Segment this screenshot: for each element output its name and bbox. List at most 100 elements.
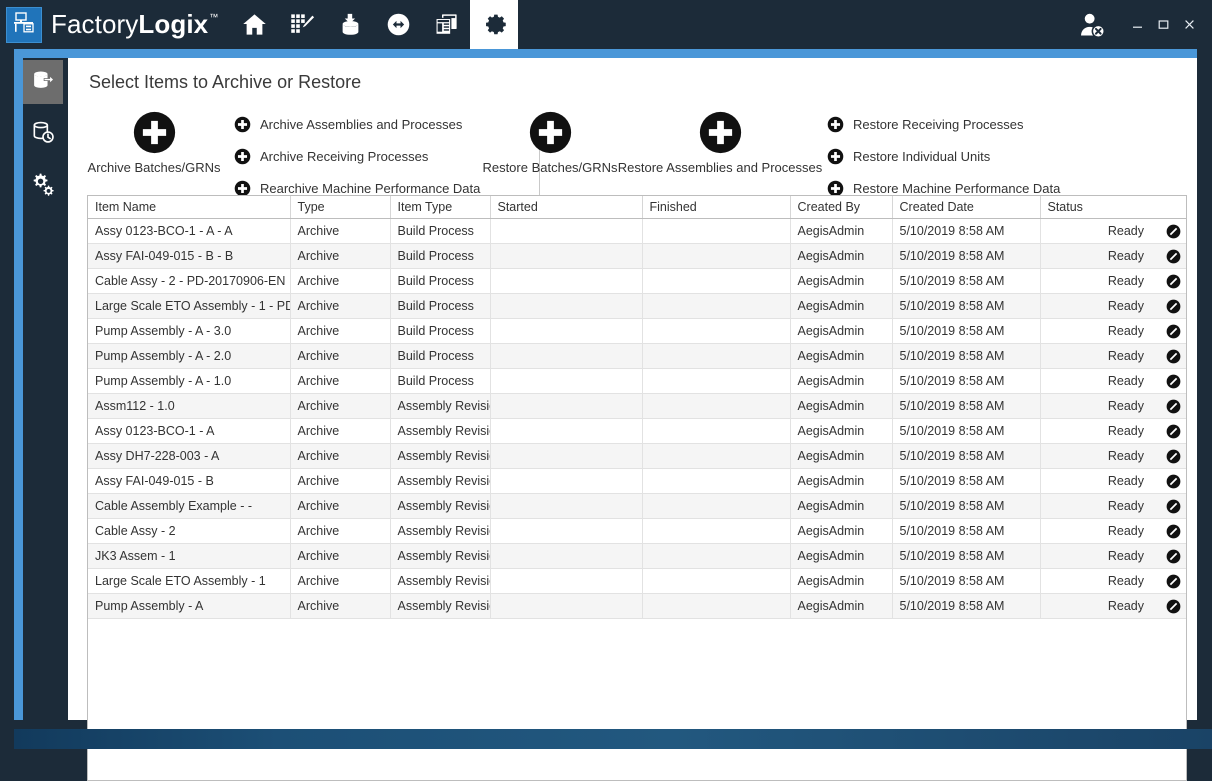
cancel-icon[interactable] (1166, 399, 1181, 414)
item-type-cell: Build Process (390, 293, 491, 319)
cancel-icon[interactable] (1166, 249, 1181, 264)
nav-home[interactable] (230, 0, 278, 49)
created-date-cell: 5/10/2019 8:58 AM (892, 293, 1041, 319)
sidebar-item-settings[interactable] (23, 164, 63, 208)
nav-logistics[interactable] (374, 0, 422, 49)
table-row[interactable]: Large Scale ETO Assembly - 1 Archive Assem… (88, 568, 1186, 594)
column-header-type[interactable]: Type (290, 196, 391, 219)
table-row[interactable]: Assy FAI-049-015 - B - B Archive Build Pro… (88, 243, 1186, 269)
maximize-button[interactable] (1150, 10, 1176, 40)
archive-receiving-processes-link[interactable]: Archive Receiving Processes (234, 140, 480, 172)
cancel-icon[interactable] (1166, 599, 1181, 614)
started-cell (490, 518, 643, 544)
restore-individual-units-link[interactable]: Restore Individual Units (827, 140, 1060, 172)
cancel-icon[interactable] (1166, 374, 1181, 389)
table-row[interactable]: Assy DH7-228-003 - A Archive Assembly Revi… (88, 443, 1186, 469)
nav-design[interactable] (278, 0, 326, 49)
item-type-cell: Assembly Revision (390, 518, 491, 544)
item-name-cell: Large Scale ETO Assembly - 1 (88, 568, 291, 594)
item-name-cell: Pump Assembly - A - 1.0 (88, 368, 291, 394)
created-by-cell: AegisAdmin (790, 293, 893, 319)
started-cell (490, 493, 643, 519)
created-by-cell: AegisAdmin (790, 343, 893, 369)
created-date-cell: 5/10/2019 8:58 AM (892, 593, 1041, 619)
started-cell (490, 243, 643, 269)
cancel-icon[interactable] (1166, 549, 1181, 564)
created-by-cell: AegisAdmin (790, 268, 893, 294)
cancel-icon[interactable] (1166, 274, 1181, 289)
database-import-icon (337, 11, 364, 38)
column-header-started[interactable]: Started (490, 196, 643, 219)
table-row[interactable]: Cable Assy - 2 - PD-20170906-EN Archive Bu… (88, 268, 1186, 294)
table-row[interactable]: Cable Assembly Example - - Archive Assembl… (88, 493, 1186, 519)
restore-machine-performance-link[interactable]: Restore Machine Performance Data (827, 172, 1060, 204)
cancel-icon[interactable] (1166, 524, 1181, 539)
table-row[interactable]: Pump Assembly - A - 1.0 Archive Build Proc… (88, 368, 1186, 394)
items-grid[interactable]: Item Name Type Item Type Started Finishe… (87, 195, 1187, 781)
brand-title: Factory Logix ™ (51, 9, 218, 40)
column-header-created-date[interactable]: Created Date (892, 196, 1041, 219)
item-name-cell: Cable Assembly Example - - (88, 493, 291, 519)
status-badge: Ready (1107, 574, 1144, 588)
created-date-cell: 5/10/2019 8:58 AM (892, 493, 1041, 519)
type-cell: Archive (290, 393, 391, 419)
nav-settings[interactable] (470, 0, 519, 49)
table-row[interactable]: Pump Assembly - A - 2.0 Archive Build Proc… (88, 343, 1186, 369)
sidebar-item-archive-restore[interactable] (23, 60, 63, 104)
rearchive-machine-performance-link[interactable]: Rearchive Machine Performance Data (234, 172, 480, 204)
cancel-icon[interactable] (1166, 324, 1181, 339)
status-badge: Ready (1107, 399, 1144, 413)
window-controls (1074, 0, 1212, 49)
created-by-cell: AegisAdmin (790, 468, 893, 494)
type-cell: Archive (290, 493, 391, 519)
restore-receiving-processes-link[interactable]: Restore Receiving Processes (827, 108, 1060, 140)
close-button[interactable] (1176, 10, 1202, 40)
nav-reports[interactable] (422, 0, 470, 49)
column-header-finished[interactable]: Finished (642, 196, 791, 219)
user-logout-icon[interactable] (1074, 7, 1110, 43)
column-header-status[interactable]: Status (1040, 196, 1186, 219)
started-cell (490, 468, 643, 494)
column-header-item-type[interactable]: Item Type (390, 196, 491, 219)
minimize-button[interactable] (1124, 10, 1150, 40)
cancel-icon[interactable] (1166, 299, 1181, 314)
archive-receiving-processes-label: Archive Receiving Processes (260, 148, 429, 164)
type-cell: Archive (290, 218, 391, 244)
table-row[interactable]: Assy 0123-BCO-1 - A - A Archive Build Proc… (88, 218, 1186, 244)
cancel-icon[interactable] (1166, 574, 1181, 589)
cancel-icon[interactable] (1166, 499, 1181, 514)
cancel-icon[interactable] (1166, 424, 1181, 439)
cancel-icon[interactable] (1166, 349, 1181, 364)
circle-plus-icon (528, 110, 573, 155)
cancel-icon[interactable] (1166, 474, 1181, 489)
cancel-icon[interactable] (1166, 449, 1181, 464)
item-name-cell: Cable Assy - 2 (88, 518, 291, 544)
brand-tm: ™ (209, 12, 219, 22)
archive-assemblies-processes-link[interactable]: Archive Assemblies and Processes (234, 108, 480, 140)
table-row[interactable]: Assy FAI-049-015 - B Archive Assembly Revi… (88, 468, 1186, 494)
finished-cell (642, 568, 791, 594)
cancel-icon[interactable] (1166, 224, 1181, 239)
factorylogix-window: Factory Logix ™ (6, 0, 1212, 781)
nav-import[interactable] (326, 0, 374, 49)
created-date-cell: 5/10/2019 8:58 AM (892, 568, 1041, 594)
table-row[interactable]: Large Scale ETO Assembly - 1 - PD... Arch… (88, 293, 1186, 319)
finished-cell (642, 443, 791, 469)
column-header-item-name[interactable]: Item Name (88, 196, 291, 219)
started-cell (490, 393, 643, 419)
circle-plus-icon (698, 110, 743, 155)
sidebar-item-scheduled[interactable] (23, 112, 63, 156)
item-type-cell: Build Process (390, 368, 491, 394)
item-name-cell: JK3 Assem - 1 (88, 543, 291, 569)
status-cell: Ready (1040, 418, 1186, 444)
table-row[interactable]: Pump Assembly - A - 3.0 Archive Build Proc… (88, 318, 1186, 344)
table-row[interactable]: Assy 0123-BCO-1 - A Archive Assembly Revis… (88, 418, 1186, 444)
circle-plus-icon (132, 110, 177, 155)
database-archive-icon (30, 67, 56, 98)
column-header-created-by[interactable]: Created By (790, 196, 893, 219)
restore-receiving-processes-label: Restore Receiving Processes (853, 116, 1024, 132)
